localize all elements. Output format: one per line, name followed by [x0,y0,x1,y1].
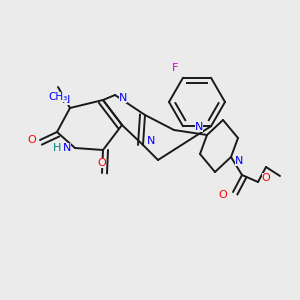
Text: O: O [262,173,270,183]
Text: N: N [147,136,155,146]
Text: N: N [235,156,243,166]
Text: O: O [98,158,106,168]
Text: O: O [219,190,227,200]
Text: N: N [195,122,203,132]
Text: CH₃: CH₃ [48,92,68,102]
Text: F: F [172,63,178,73]
Text: N: N [119,93,127,103]
Text: H: H [53,143,61,153]
Text: N: N [62,95,70,105]
Text: N: N [63,143,71,153]
Text: O: O [28,135,36,145]
